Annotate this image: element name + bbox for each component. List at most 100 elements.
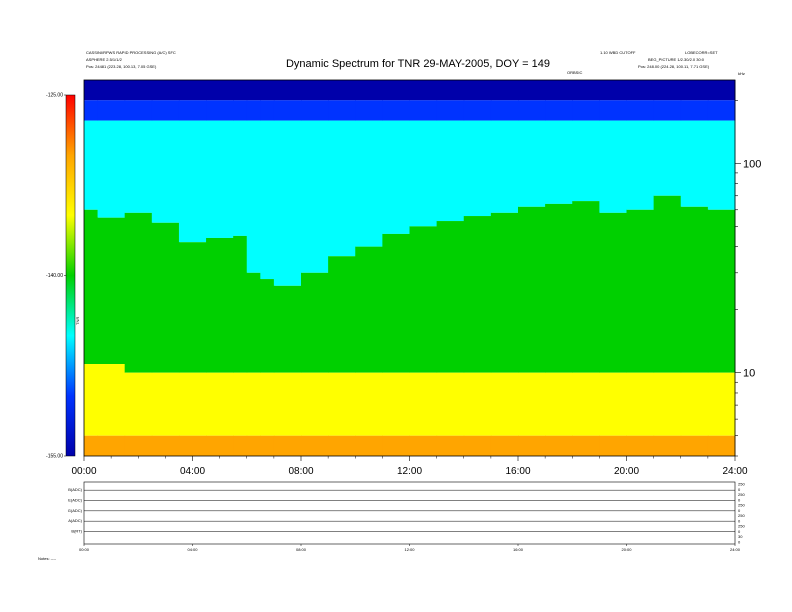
spectrogram-cell (490, 80, 519, 101)
spectrogram-cell (355, 435, 383, 456)
spectrogram-cell (545, 100, 573, 121)
spectrogram-cell (178, 120, 207, 243)
lower-panel-x-tick-label: 16:00 (513, 547, 524, 552)
spectrogram-cell (463, 120, 492, 217)
spectrogram-cell (680, 206, 709, 373)
spectrogram-cell (599, 435, 627, 456)
lower-panel-x-tick-label: 04:00 (187, 547, 198, 552)
spectrogram-cell (707, 80, 736, 101)
spectrogram-cell (653, 372, 682, 436)
spectrogram-cell (626, 209, 655, 373)
spectrogram-cell (463, 216, 492, 373)
spectrogram-cell (124, 372, 153, 436)
spectrogram-cell (680, 120, 709, 207)
spectrogram-cell (382, 233, 410, 373)
colorbar (65, 94, 76, 457)
spectrogram-cell (233, 372, 248, 436)
spectrogram-cell (260, 279, 275, 373)
spectrogram-cell (246, 272, 261, 373)
spectrogram-cell (653, 435, 682, 456)
spectrogram-cell (518, 435, 546, 456)
spectrogram-cell (707, 120, 736, 210)
spectrogram-cell (572, 100, 600, 121)
spectrogram-cell (328, 256, 356, 373)
spectrogram-cell (599, 80, 627, 101)
spectrogram-cell (490, 120, 519, 213)
spectrogram-cell (84, 100, 99, 121)
spectrogram-cell (246, 80, 261, 101)
spectrogram-cell (233, 435, 248, 456)
lower-panel-x-tick-label: 20:00 (621, 547, 632, 552)
spectrogram-cell (572, 435, 600, 456)
spectrogram-cell (97, 435, 126, 456)
spectrogram-cell (273, 100, 302, 121)
spectrogram-cell (151, 372, 180, 436)
lower-panel-x-tick-label: 08:00 (296, 547, 307, 552)
header-right-line1: 1.10 WBD CUTOFF (600, 50, 636, 55)
spectrogram-cell (97, 217, 126, 365)
spectrogram-cell (178, 372, 207, 436)
header-right-line2: LOBECORR=SET (685, 50, 718, 55)
header-left-line2: ASPHERE 2.5/1/1/2 (86, 57, 122, 62)
spectrogram-cell (599, 120, 627, 213)
spectrogram-cell (707, 209, 736, 373)
spectrogram-cell (178, 80, 207, 101)
spectrogram-cell (518, 80, 546, 101)
spectrogram-cell (653, 120, 682, 196)
spectrogram-cell (409, 435, 438, 456)
spectrogram-cell (301, 100, 329, 121)
spectrogram-cell (382, 372, 410, 436)
spectrogram-cell (599, 100, 627, 121)
header-left-pos: Pos: 24481 (223.28, 100.13, 7.05 GSE) (86, 64, 157, 69)
spectrogram-cell (409, 226, 438, 373)
spectrogram-cell (233, 120, 248, 236)
spectrogram-cell (260, 80, 275, 101)
spectrogram-cell (97, 364, 126, 436)
lower-panel-right-tick: 250 (738, 503, 745, 508)
lower-panel-right-tick: 250 (738, 524, 745, 529)
spectrogram-cell (436, 80, 465, 101)
spectrogram-cell (151, 120, 180, 223)
spectrogram-cell (382, 100, 410, 121)
spectrogram-cell (233, 100, 248, 121)
spectrogram-cell (178, 242, 207, 373)
y-tick-label: 10 (743, 368, 755, 380)
spectrogram-cell (246, 120, 261, 273)
spectrogram-cell (206, 80, 234, 101)
spectrogram-cell (246, 372, 261, 436)
lower-panel-x-tick-label: 00:00 (79, 547, 90, 552)
header-mid-label: ORBSIC (567, 70, 583, 75)
x-tick-label: 04:00 (180, 466, 205, 477)
spectrogram-cell (84, 435, 99, 456)
spectrogram-cell (626, 100, 655, 121)
x-tick-label: 08:00 (288, 466, 313, 477)
lower-panel-right-tick: 0 (738, 487, 741, 492)
lower-panel-row-label: B(ADC) (68, 487, 82, 492)
spectrogram-cell (490, 435, 519, 456)
lower-panel-row-label: A(ADC) (68, 518, 82, 523)
lower-panel-row-label: E(ADC) (68, 498, 82, 503)
spectrogram-cell (273, 435, 302, 456)
lower-panel-right-tick: 250 (738, 513, 745, 518)
spectrogram-cell (301, 372, 329, 436)
spectrogram-cell (124, 120, 153, 213)
spectrogram-cell (599, 212, 627, 373)
spectrogram-cell (518, 372, 546, 436)
x-axis: 00:00 04:00 08:00 12:00 16:00 20:00 24:00 (71, 456, 748, 477)
spectrogram-cell (409, 100, 438, 121)
spectrogram-cell (273, 372, 302, 436)
spectrogram-cell (626, 435, 655, 456)
spectrogram-cell (545, 372, 573, 436)
spectrogram-cell (653, 100, 682, 121)
spectrogram-cell (490, 372, 519, 436)
spectrogram-cell (572, 201, 600, 373)
lower-panel-row-label: B(RT) (71, 529, 82, 534)
spectrogram-cell (545, 203, 573, 373)
spectrogram-cell (572, 80, 600, 101)
spectrogram-cell (463, 435, 492, 456)
spectrogram (84, 80, 736, 456)
lower-panel-right-tick: 0 (738, 497, 741, 502)
y-tick-label: 100 (743, 158, 761, 170)
spectrogram-cell (260, 100, 275, 121)
spectrogram-cell (680, 372, 709, 436)
